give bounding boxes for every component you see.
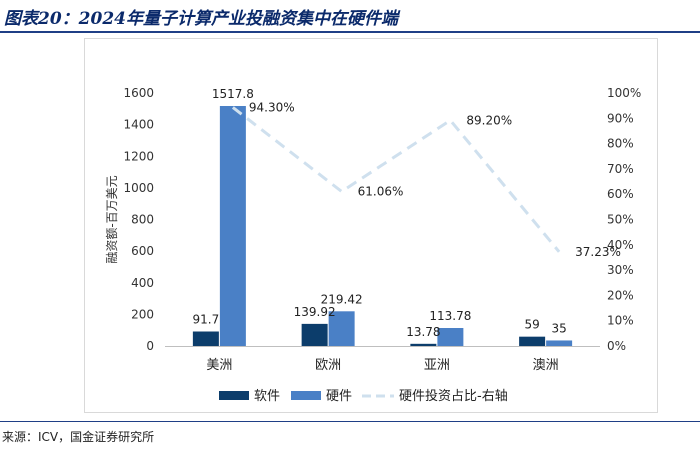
software-bar	[301, 323, 328, 346]
hardware-value-label: 1517.8	[212, 87, 254, 101]
hardware-bar	[328, 311, 355, 346]
category-label: 澳洲	[533, 357, 559, 373]
hardware-value-label: 113.78	[429, 309, 471, 323]
ratio-value-label: 37.23%	[575, 245, 621, 259]
category-label: 美洲	[206, 358, 232, 373]
chart-title: 图表20：2024年量子计算产业投融资集中在硬件端	[4, 9, 398, 29]
right-axis-tick-label: 0%	[607, 339, 626, 353]
left-axis-tick-label: 800	[131, 213, 154, 227]
left-axis-tick-label: 1400	[123, 118, 154, 132]
hardware-bar	[546, 340, 573, 346]
bars	[192, 105, 573, 347]
footer-divider	[0, 421, 700, 422]
hardware-bar	[437, 328, 464, 346]
right-axis-tick-label: 70%	[607, 162, 634, 176]
hardware-value-label: 219.42	[321, 292, 363, 306]
ratio-line	[231, 106, 561, 253]
right-axis-tick-label: 80%	[607, 137, 634, 151]
right-axis-tick-label: 30%	[607, 263, 634, 277]
ratio-value-label: 94.30%	[249, 100, 295, 114]
category-label: 欧洲	[315, 358, 341, 373]
legend-label-ratio: 硬件投资占比-右轴	[399, 388, 508, 404]
software-value-label: 139.92	[294, 305, 336, 319]
hardware-bar	[219, 105, 246, 347]
right-axis-tick-label: 40%	[607, 238, 634, 252]
ratio-value-label: 61.06%	[358, 185, 404, 199]
hardware-value-label: 35	[551, 321, 566, 335]
legend-label-software: 软件	[254, 389, 280, 404]
ratio-line-path	[231, 106, 561, 253]
ratio-value-label: 89.20%	[466, 113, 512, 127]
left-axis-tick-label: 0	[146, 339, 154, 353]
software-bar	[192, 331, 219, 346]
source-note: 来源：ICV，国金证券研究所	[2, 430, 155, 444]
left-axis-tick-label: 1600	[123, 86, 154, 100]
left-axis-tick-label: 1000	[123, 181, 154, 195]
left-axis-tick-label: 200	[131, 307, 154, 321]
y-axis-title: 融资额-百万美元	[105, 175, 119, 263]
software-value-label: 59	[524, 318, 539, 332]
legend: 软件 硬件 硬件投资占比-右轴	[219, 388, 508, 404]
right-axis-tick-label: 50%	[607, 213, 634, 227]
left-axis-tick-label: 600	[131, 244, 154, 258]
software-bar	[519, 336, 546, 346]
legend-swatch-hardware	[291, 391, 321, 400]
category-label: 亚洲	[424, 358, 450, 373]
software-value-label: 13.78	[406, 325, 440, 339]
legend-swatch-software	[219, 391, 249, 400]
left-axis-tick-label: 1200	[123, 149, 154, 163]
title-divider	[0, 31, 700, 33]
right-axis-tick-label: 20%	[607, 288, 634, 302]
right-axis-tick-label: 100%	[607, 86, 641, 100]
right-axis-tick-label: 10%	[607, 314, 634, 328]
left-axis-tick-label: 400	[131, 276, 154, 290]
chart-frame	[84, 38, 658, 413]
right-axis: 0% 10% 20% 30% 40% 50% 60% 70% 80% 90% 100%	[607, 86, 641, 353]
right-axis-tick-label: 90%	[607, 111, 634, 125]
right-axis-tick-label: 60%	[607, 187, 634, 201]
category-labels: 美洲 欧洲 亚洲 澳洲	[206, 357, 558, 373]
left-axis: 0 200 400 600 800 1000 1200 1400 1600	[123, 86, 154, 353]
legend-label-hardware: 硬件	[326, 389, 352, 404]
software-bar	[410, 343, 437, 346]
software-value-label: 91.7	[193, 312, 220, 326]
